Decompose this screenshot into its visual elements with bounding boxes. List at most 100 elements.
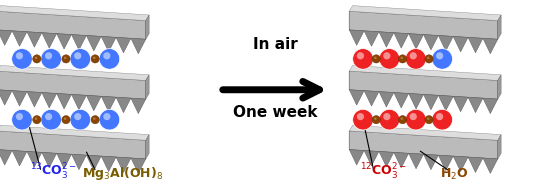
Circle shape — [41, 109, 62, 130]
Circle shape — [379, 49, 400, 69]
Circle shape — [41, 49, 62, 69]
Circle shape — [374, 57, 377, 59]
Circle shape — [399, 116, 406, 124]
Circle shape — [99, 109, 120, 130]
Polygon shape — [146, 15, 149, 39]
Circle shape — [35, 57, 37, 59]
Polygon shape — [453, 156, 468, 172]
Polygon shape — [468, 37, 483, 53]
Circle shape — [35, 117, 37, 120]
Polygon shape — [409, 153, 424, 169]
Polygon shape — [394, 93, 409, 108]
Polygon shape — [42, 93, 57, 108]
Polygon shape — [364, 151, 379, 166]
Polygon shape — [349, 11, 498, 39]
Polygon shape — [468, 157, 483, 173]
Polygon shape — [349, 6, 501, 21]
Polygon shape — [116, 157, 131, 173]
Polygon shape — [116, 97, 131, 113]
Polygon shape — [364, 31, 379, 46]
Polygon shape — [101, 36, 116, 52]
Polygon shape — [131, 158, 146, 174]
Circle shape — [353, 109, 373, 130]
Circle shape — [99, 49, 120, 69]
Circle shape — [383, 52, 390, 59]
Polygon shape — [27, 32, 42, 47]
Circle shape — [372, 55, 380, 63]
Polygon shape — [116, 37, 131, 53]
Polygon shape — [146, 135, 149, 159]
Polygon shape — [72, 94, 86, 110]
Circle shape — [33, 116, 41, 124]
Polygon shape — [379, 32, 394, 47]
Circle shape — [410, 52, 417, 59]
Text: $^{12}$CO$_3^{2-}$: $^{12}$CO$_3^{2-}$ — [360, 162, 408, 182]
Polygon shape — [86, 155, 101, 171]
Circle shape — [70, 49, 91, 69]
Circle shape — [12, 49, 32, 69]
Polygon shape — [379, 92, 394, 107]
Circle shape — [91, 116, 99, 124]
Circle shape — [405, 49, 426, 69]
Circle shape — [357, 113, 364, 120]
Polygon shape — [72, 154, 86, 170]
Polygon shape — [394, 152, 409, 168]
Circle shape — [93, 117, 96, 120]
Polygon shape — [468, 97, 483, 113]
Circle shape — [103, 113, 111, 120]
Circle shape — [432, 109, 453, 130]
Polygon shape — [42, 33, 57, 48]
Circle shape — [16, 113, 23, 120]
Circle shape — [427, 57, 430, 59]
Polygon shape — [86, 95, 101, 111]
Polygon shape — [438, 36, 453, 51]
Polygon shape — [12, 91, 27, 106]
Circle shape — [400, 57, 403, 59]
Polygon shape — [12, 31, 27, 46]
Polygon shape — [349, 71, 498, 99]
Circle shape — [383, 113, 390, 120]
Circle shape — [93, 57, 96, 59]
Text: In air: In air — [252, 37, 298, 52]
Polygon shape — [438, 95, 453, 111]
Circle shape — [62, 116, 70, 124]
Polygon shape — [483, 158, 498, 174]
Polygon shape — [364, 91, 379, 106]
Circle shape — [379, 109, 400, 130]
Polygon shape — [498, 135, 501, 159]
Polygon shape — [0, 150, 12, 165]
Polygon shape — [498, 15, 501, 39]
Polygon shape — [57, 94, 72, 109]
Circle shape — [74, 113, 81, 120]
Polygon shape — [0, 6, 149, 21]
Polygon shape — [101, 156, 116, 172]
Polygon shape — [57, 34, 72, 49]
Circle shape — [353, 49, 373, 69]
Circle shape — [357, 52, 364, 59]
Polygon shape — [453, 36, 468, 52]
Polygon shape — [349, 131, 498, 159]
Polygon shape — [438, 155, 453, 171]
Circle shape — [33, 55, 41, 63]
Polygon shape — [424, 35, 438, 50]
Polygon shape — [72, 35, 86, 50]
Polygon shape — [101, 96, 116, 112]
Polygon shape — [349, 125, 501, 140]
Circle shape — [425, 116, 433, 124]
Circle shape — [103, 52, 111, 59]
Polygon shape — [349, 30, 364, 45]
Circle shape — [45, 52, 52, 59]
Circle shape — [62, 55, 70, 63]
Polygon shape — [483, 98, 498, 114]
Polygon shape — [0, 90, 12, 105]
Polygon shape — [12, 151, 27, 166]
Polygon shape — [131, 98, 146, 114]
Circle shape — [425, 55, 433, 63]
Circle shape — [405, 109, 426, 130]
Circle shape — [374, 117, 377, 120]
Circle shape — [436, 52, 443, 59]
Polygon shape — [483, 38, 498, 54]
Polygon shape — [27, 151, 42, 167]
Circle shape — [436, 113, 443, 120]
Polygon shape — [131, 38, 146, 54]
